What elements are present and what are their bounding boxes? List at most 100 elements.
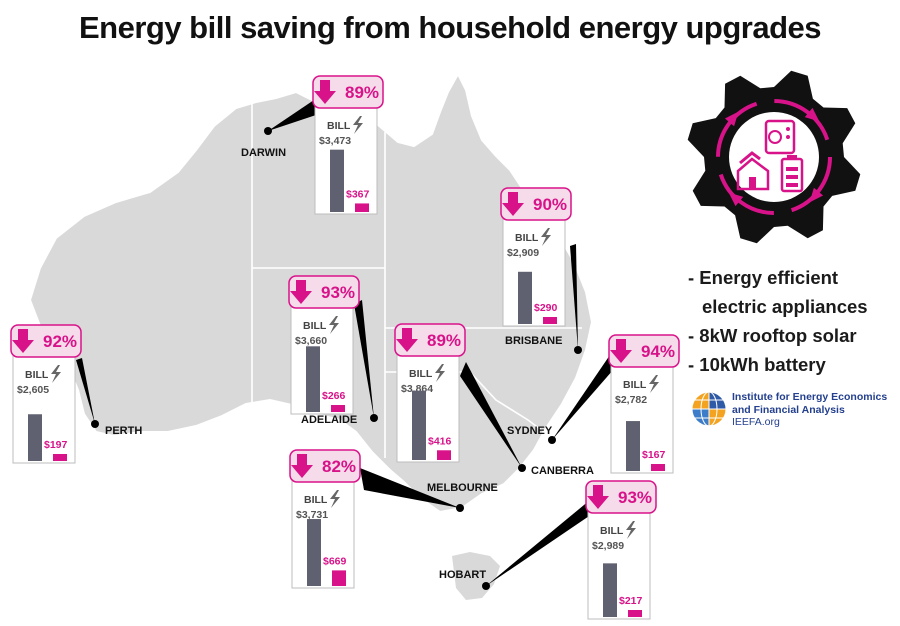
- city-dot: [548, 436, 556, 444]
- city-dot: [574, 346, 582, 354]
- city-name: ADELAIDE: [301, 414, 357, 426]
- saving-badge: [10, 324, 82, 358]
- upgrade-item: - 10kWh battery: [688, 354, 826, 375]
- upgrade-item: - 8kW rooftop solar: [688, 325, 857, 346]
- bill-after-label: $290: [534, 302, 558, 314]
- down-arrow-icon: [396, 328, 418, 352]
- bill-before-label: $2,989: [592, 540, 624, 552]
- brisbane-connector: [570, 244, 578, 350]
- saving-badge: [500, 187, 572, 221]
- lightning-icon: [541, 228, 551, 246]
- lightning-icon: [51, 365, 61, 383]
- city-name: BRISBANE: [505, 335, 562, 347]
- card-panel: [587, 508, 651, 620]
- bar-after: [332, 570, 346, 586]
- lightning-icon: [329, 316, 339, 334]
- connectors: [76, 100, 620, 586]
- upgrade-item: electric appliances: [702, 296, 868, 317]
- bill-before-label: $2,909: [507, 247, 539, 259]
- globe-icon: [691, 391, 727, 427]
- bill-after-label: $167: [642, 449, 666, 461]
- bar-after: [355, 203, 369, 212]
- city-card-brisbane: 90% BILL $2,909 $290 BRISBANE: [500, 187, 582, 354]
- city-name: HOBART: [439, 569, 486, 581]
- bill-after-label: $197: [44, 439, 68, 451]
- city-dot: [264, 127, 272, 135]
- card-panel: [290, 303, 354, 415]
- city-name: DARWIN: [241, 147, 286, 159]
- lightning-icon: [435, 364, 445, 382]
- saving-badge: [288, 275, 360, 309]
- city-name: MELBOURNE: [427, 482, 498, 494]
- bill-after-label: $367: [346, 188, 370, 200]
- down-arrow-icon: [587, 485, 609, 509]
- city-card-sydney: 94% BILL $2,782 $167 SYDNEY: [507, 334, 680, 474]
- saving-badge: [585, 480, 657, 514]
- bar-before: [307, 519, 321, 586]
- lightning-icon: [353, 116, 363, 134]
- hobart-connector: [486, 500, 598, 586]
- bill-label: BILL: [327, 120, 351, 132]
- card-panel: [502, 215, 566, 327]
- city-dot: [91, 420, 99, 428]
- city-card-adelaide: 93% BILL $3,660 $266 ADELAIDE: [288, 275, 378, 426]
- saving-badge: [394, 323, 466, 357]
- bar-before: [330, 149, 344, 212]
- cycle-arrowhead: [724, 111, 739, 127]
- city-dot: [518, 464, 526, 472]
- city-card-melbourne: 82% BILL $3,731 $669 MELBOURNE: [289, 449, 498, 589]
- ieefa-name-line2: and Financial Analysis: [732, 403, 845, 416]
- cycle-arrowhead: [728, 192, 744, 207]
- down-arrow-icon: [290, 280, 312, 304]
- bar-before: [28, 414, 42, 461]
- saving-percent: 92%: [43, 332, 77, 351]
- city-dot: [456, 504, 464, 512]
- saving-badge: [289, 449, 361, 483]
- sydney-connector: [552, 352, 620, 440]
- bar-before: [626, 421, 640, 471]
- ieefa-logo: Institute for Energy Economics and Finan…: [690, 389, 895, 431]
- upgrade-item: - Energy efficient: [688, 267, 839, 288]
- bill-after-label: $416: [428, 435, 452, 447]
- saving-percent: 93%: [618, 488, 652, 507]
- cycle-arrowhead: [809, 187, 824, 203]
- bill-before-label: $3,660: [295, 335, 327, 347]
- city-name: CANBERRA: [531, 465, 594, 477]
- card-panel: [610, 362, 674, 474]
- adelaide-connector: [354, 300, 374, 418]
- lightning-icon: [330, 490, 340, 508]
- saving-percent: 94%: [641, 342, 675, 361]
- bar-after: [651, 464, 665, 471]
- card-panel: [12, 352, 76, 464]
- bill-before-label: $3,731: [296, 509, 328, 521]
- bar-after: [331, 405, 345, 412]
- canberra-connector: [460, 362, 522, 468]
- bill-label: BILL: [409, 368, 433, 380]
- page-title: Energy bill saving from household energy…: [78, 10, 822, 45]
- bar-before: [518, 271, 532, 324]
- bill-label: BILL: [304, 494, 328, 506]
- bar-after: [543, 317, 557, 324]
- city-card-darwin: 89% BILL $3,473 $367 DARWIN: [241, 75, 384, 215]
- card-panel: [314, 103, 378, 215]
- ieefa-name-line1: Institute for Energy Economics: [732, 391, 888, 403]
- down-arrow-icon: [314, 80, 336, 104]
- bar-after: [53, 454, 67, 461]
- ieefa-text: Institute for Energy Economics and Finan…: [732, 391, 887, 429]
- saving-badge: [312, 75, 384, 109]
- city-card-perth: 92% BILL $2,605 $197 PERTH: [10, 324, 142, 464]
- bill-after-label: $217: [619, 595, 643, 607]
- melbourne-connector: [360, 468, 460, 508]
- bar-before: [412, 390, 426, 460]
- city-name: PERTH: [105, 425, 142, 437]
- bill-after-label: $669: [323, 555, 347, 567]
- down-arrow-icon: [291, 454, 313, 478]
- city-dot: [482, 582, 490, 590]
- down-arrow-icon: [12, 329, 34, 353]
- down-arrow-icon: [502, 192, 524, 216]
- bar-after: [628, 610, 642, 617]
- saving-percent: 90%: [533, 195, 567, 214]
- down-arrow-icon: [610, 339, 632, 363]
